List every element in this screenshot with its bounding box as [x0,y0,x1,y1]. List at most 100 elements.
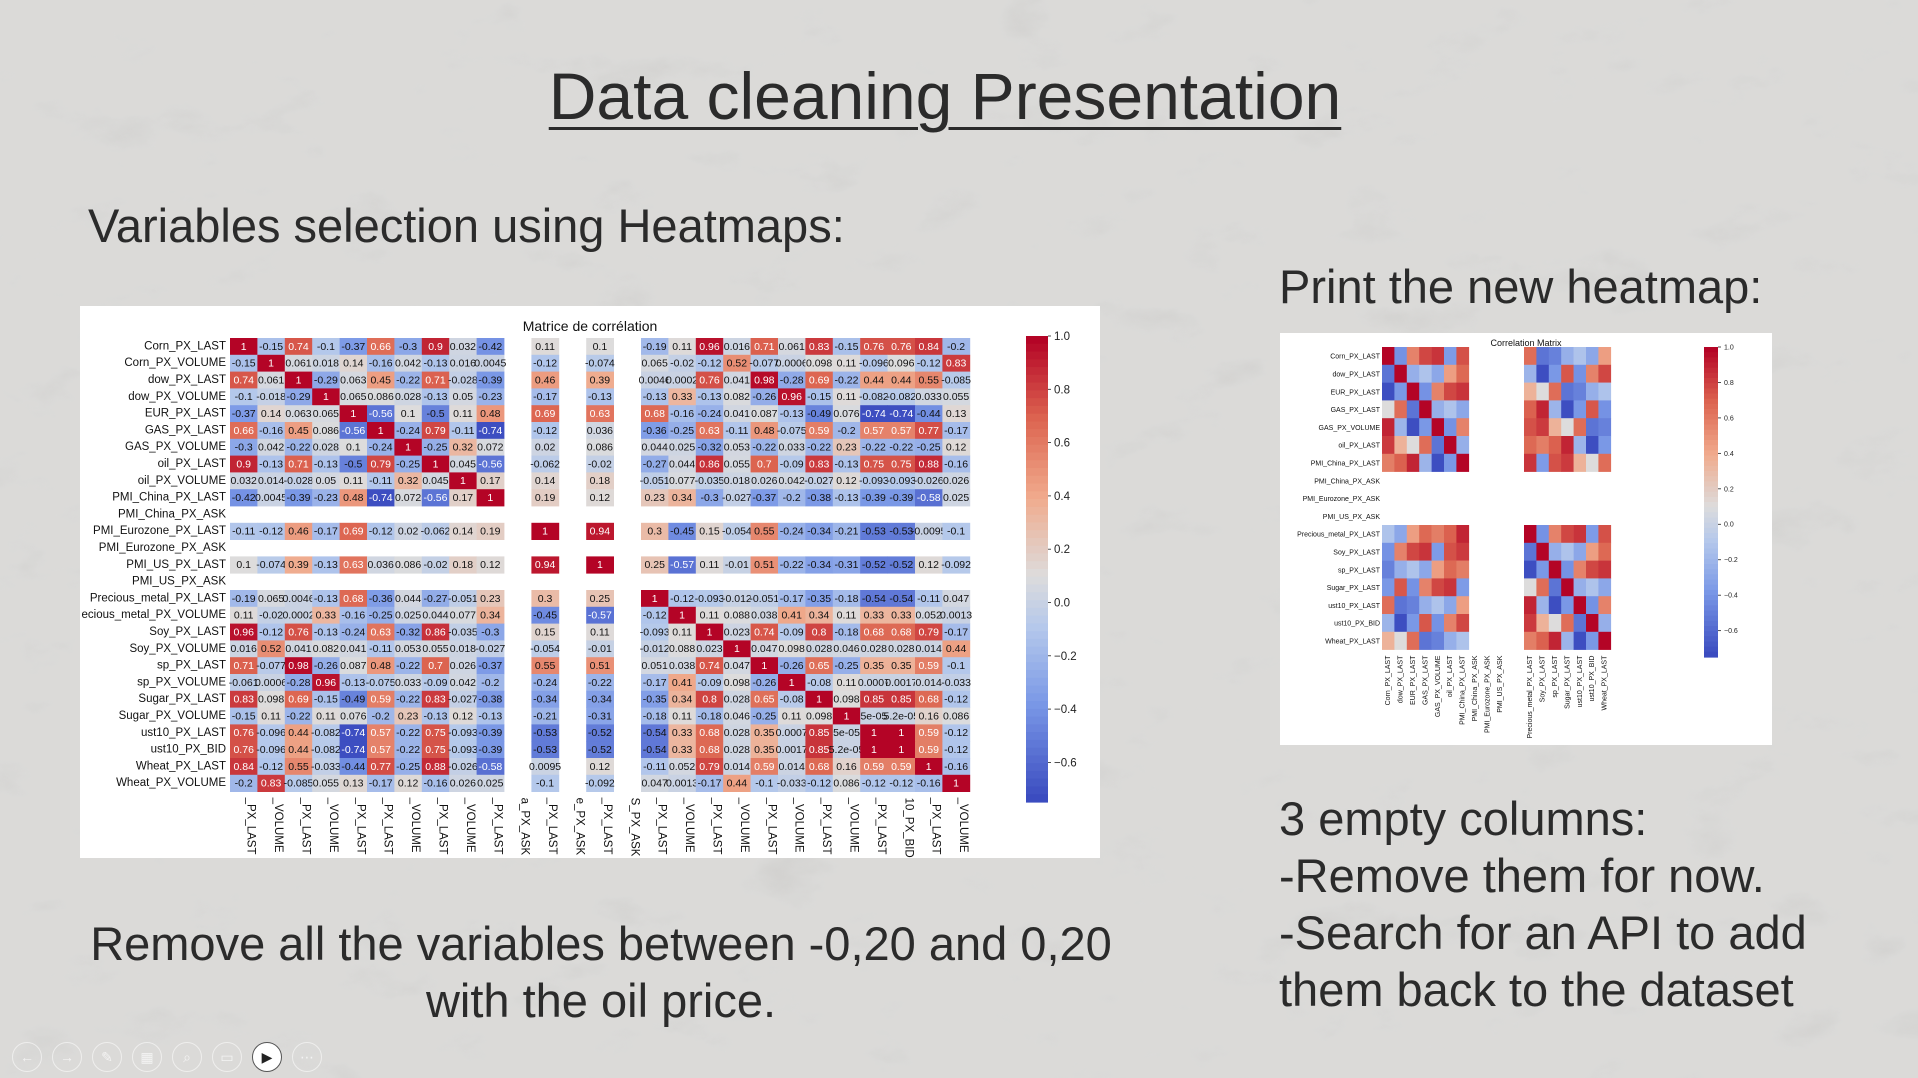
heatmap-main-cell-value: -0.035 [448,626,478,638]
heatmap-main-cell [832,472,861,490]
heatmap-main-cell-value: -0.09 [780,626,804,638]
heatmap-main-cell [476,371,505,389]
heatmap-main-cell [805,758,834,776]
heatmap-main-cell [449,657,477,675]
heatmap-new-cell [1524,560,1537,579]
heatmap-main-cell-value: -0.57 [670,559,694,571]
heatmap-main-cell [476,489,505,507]
heatmap-main-cell [832,522,861,540]
heatmap-main-cell-value: -0.17 [643,677,667,689]
heatmap-main-cell [449,354,477,372]
heatmap-new-colorbar: 1.00.80.60.40.20.0−0.2−0.4−0.6 [1704,344,1738,658]
heatmap-main-colorbar-band [1026,794,1048,803]
heatmap-main-cell [915,472,943,490]
heatmap-main-cell-value: 0.77 [918,425,939,437]
more-icon[interactable]: ⋯ [292,1042,322,1072]
heatmap-new-cell [1406,560,1420,579]
heatmap-main-cell [394,707,423,725]
heatmap-new-colorbar-label: 0.0 [1724,522,1734,529]
heatmap-main-cell-value: 0.055 [724,458,750,470]
heatmap-main-cell [421,371,450,389]
heatmap-main-cell [832,623,861,641]
heatmap-main-cell-value: 0.76 [864,341,885,353]
heatmap-main-cell [860,371,888,389]
heatmap-main-cell-value: 0.83 [946,358,967,370]
camera-icon[interactable]: ▶ [252,1042,282,1072]
heatmap-main-cell [449,472,477,490]
heatmap-main-cell-value: 0.75 [425,744,446,756]
heatmap-main-cell [887,690,916,708]
heatmap-main-cell [394,590,423,608]
heatmap-main-cell [421,405,450,423]
heatmap-new-colorbar-band [1704,465,1718,472]
caption-right-line-2: -Remove them for now. [1279,849,1765,902]
heatmap-new-colorbar-band [1704,372,1718,379]
heatmap-main-cell-value: 0.69 [288,694,309,706]
heatmap-main-cell [394,690,423,708]
heatmap-main-cell-value: 0.044 [669,458,695,470]
heatmap-main-cell-value: 0.086 [833,778,859,790]
heatmap-main-cell-value: 0.51 [754,559,775,571]
heatmap-main-cell-value: 0.13 [946,408,967,420]
heatmap-main-colorbar-band [1026,623,1048,632]
heatmap-main-cell-value: 0.75 [891,458,912,470]
heatmap-main-row-label: Corn_PX_LAST [144,340,226,352]
heatmap-main-cell-value: 0.11 [343,475,363,487]
heatmap-main-cell [641,674,669,692]
heatmap-main-cell-value: 0.96 [699,341,720,353]
heatmap-main-cell [750,489,779,507]
heatmap-main-cell-value: -0.2 [235,778,253,790]
forward-icon[interactable]: → [52,1042,82,1072]
screen-icon[interactable]: ▭ [212,1042,242,1072]
heatmap-main-cell-value: 0.59 [918,727,939,739]
heatmap-main-cell-value: 0.044 [422,610,448,622]
heatmap-main-cell [641,606,669,624]
heatmap-main-cell-value: -0.25 [917,442,941,454]
heatmap-main-cell [942,758,971,776]
heatmap-main-cell [284,623,313,641]
heatmap-main-cell [230,674,258,692]
heatmap-new-colorbar-band [1704,403,1718,410]
heatmap-main-cell [394,774,423,792]
heatmap-main-colorbar-label: 0.6 [1054,438,1070,450]
heatmap-main-cell-value: 0.77 [370,761,391,773]
heatmap-main-colorbar-band [1026,460,1048,469]
zoom-icon[interactable]: ⌕ [172,1042,202,1072]
heatmap-new-cell [1548,418,1562,437]
heatmap-new-cell [1394,453,1408,472]
heatmap-new-colorbar-band [1704,574,1718,581]
heatmap-main-cell-value: 0.12 [918,559,939,571]
heatmap-main-cell [230,657,258,675]
heatmap-new-cell [1406,631,1420,650]
heatmap-new-colorbar-band [1704,476,1718,482]
heatmap-main-cell-value: 5.2e-05 [829,744,865,756]
heatmap-main-cell-value: 0.055 [313,778,339,790]
heatmap-main-cell [339,489,368,507]
heatmap-main-col-label: _PX_LAST [491,797,503,855]
grid-icon[interactable]: ▦ [132,1042,162,1072]
heatmap-main-cell [695,674,724,692]
heatmap-main-cell-value: 1 [761,660,767,672]
heatmap-main-cell [860,758,888,776]
heatmap-main-cell [257,758,286,776]
heatmap-main-cell-value: 0.52 [727,358,748,370]
heatmap-main-cell-value: 0.23 [480,593,501,605]
heatmap-main-cell-value: -0.34 [588,694,612,706]
heatmap-new-cell [1536,614,1550,633]
heatmap-main-cell-value: -0.096 [256,727,286,739]
heatmap-main-cell-value: 0.063 [285,408,311,420]
heatmap-main-cell [641,690,669,708]
heatmap-main-cell-value: 0.44 [891,374,912,386]
heatmap-main-col-label: _PX_LAST [382,797,394,855]
pen-icon[interactable]: ✎ [92,1042,122,1072]
heatmap-main-cell-value: -0.074 [585,358,615,370]
heatmap-main-cell-value: 0.036 [368,559,394,571]
heatmap-main-cell-value: -0.027 [804,475,834,487]
heatmap-new-cell [1548,347,1562,366]
heatmap-main-cell [668,657,697,675]
heatmap-main-cell [915,741,943,759]
heatmap-main-cell [750,556,779,574]
heatmap-main-cell [695,405,724,423]
back-icon[interactable]: ← [12,1042,42,1072]
heatmap-main-colorbar-band [1026,390,1048,399]
